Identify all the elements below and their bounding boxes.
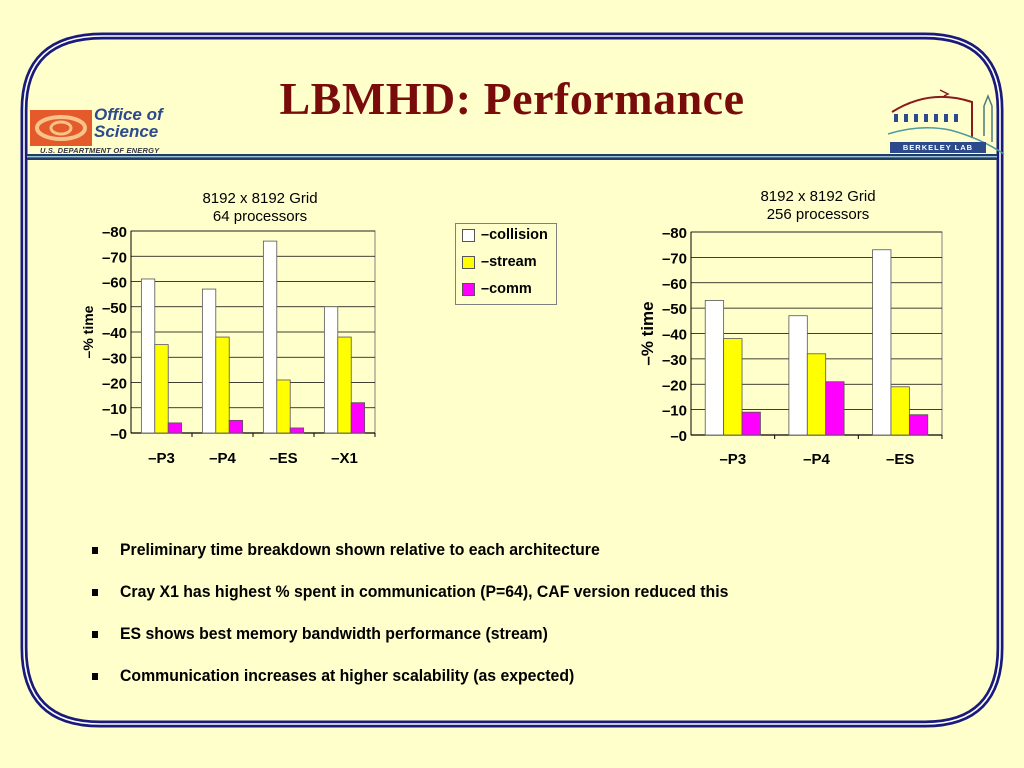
- berkeley-lab-logo: BERKELEY LAB: [880, 76, 1010, 160]
- bar-comm-ES: [289, 427, 305, 434]
- chart1-title: 8192 x 8192 Grid: [202, 190, 318, 207]
- bullet-text: Preliminary time breakdown shown relativ…: [120, 540, 600, 559]
- bullet-text: Communication increases at higher scalab…: [120, 666, 575, 685]
- y-tick-label: –80: [662, 225, 687, 242]
- y-axis-label: –% time: [638, 301, 657, 365]
- bar-stream-ES: [276, 379, 291, 434]
- bullet-square-icon: [92, 588, 98, 596]
- y-tick-label: –30: [662, 352, 687, 369]
- bar-comm-P3: [741, 411, 761, 436]
- logo-line2: Science: [94, 122, 159, 141]
- chart2-title: 8192 x 8192 Grid: [760, 188, 876, 205]
- y-tick-label: –0: [670, 428, 687, 445]
- x-category-label: –P4: [209, 450, 236, 467]
- y-tick-label: –0: [110, 426, 127, 443]
- legend-item-comm: –comm: [462, 279, 532, 299]
- bar-stream-P4: [806, 353, 827, 436]
- bar-comm-ES: [908, 414, 929, 436]
- logo-doe-subtitle: U.S. DEPARTMENT OF ENERGY: [40, 146, 160, 155]
- bar-comm-P4: [228, 419, 244, 434]
- bullet-item: Cray X1 has highest % spent in communica…: [92, 582, 774, 602]
- x-category-label: –P3: [148, 450, 175, 467]
- bar-collision-P4: [788, 315, 808, 436]
- chart-legend: –collision –stream –comm: [455, 223, 557, 305]
- bar-collision-ES: [872, 249, 892, 436]
- bullet-text: ES shows best memory bandwidth performan…: [120, 624, 548, 643]
- x-category-label: –P3: [719, 451, 746, 468]
- y-axis-label: –% time: [80, 305, 96, 358]
- doe-swirl-icon: [30, 110, 92, 146]
- y-tick-label: –10: [662, 403, 687, 420]
- chart1-subtitle: 64 processors: [212, 208, 308, 225]
- bar-comm-X1: [350, 402, 366, 434]
- legend-swatch-collision: [462, 228, 475, 242]
- bar-stream-P4: [215, 336, 230, 434]
- frame-border: [20, 32, 1004, 728]
- y-tick-label: –10: [102, 401, 127, 418]
- legend-label: –comm: [481, 281, 532, 297]
- bar-comm-P3: [167, 422, 183, 434]
- bullet-item: Preliminary time breakdown shown relativ…: [92, 540, 636, 560]
- y-tick-label: –20: [662, 377, 687, 394]
- y-tick-label: –50: [102, 300, 127, 317]
- bullet-item: Communication increases at higher scalab…: [92, 666, 608, 686]
- legend-item-stream: –stream: [462, 252, 537, 272]
- x-category-label: –ES: [886, 451, 914, 468]
- bullet-text: Cray X1 has highest % spent in communica…: [120, 582, 729, 601]
- legend-item-collision: –collision: [462, 225, 548, 245]
- logo-line1: Office of: [94, 105, 163, 124]
- berkeley-lab-label: BERKELEY LAB: [890, 142, 986, 153]
- bar-stream-P3: [154, 344, 169, 434]
- legend-label: –collision: [481, 227, 548, 243]
- y-tick-label: –70: [102, 249, 127, 266]
- legend-swatch-stream: [462, 255, 475, 269]
- bullet-square-icon: [92, 672, 98, 680]
- bar-collision-P3: [704, 300, 725, 436]
- slide-title: LBMHD: Performance: [279, 73, 745, 124]
- y-tick-label: –80: [102, 224, 127, 241]
- x-category-label: –ES: [269, 450, 297, 467]
- bullet-square-icon: [92, 630, 98, 638]
- bar-stream-X1: [337, 336, 352, 434]
- y-tick-label: –50: [662, 301, 687, 318]
- x-category-label: –X1: [331, 450, 358, 467]
- bullet-item: ES shows best memory bandwidth performan…: [92, 624, 580, 644]
- chart2-title-block: 8192 x 8192 Grid 256 processors: [718, 188, 918, 224]
- bar-collision-ES: [262, 240, 278, 434]
- office-of-science-logo: Office of Science U.S. DEPARTMENT OF ENE…: [28, 106, 188, 160]
- y-tick-label: –30: [102, 350, 127, 367]
- y-tick-label: –60: [102, 275, 127, 292]
- bar-comm-P4: [825, 381, 845, 436]
- bar-stream-P3: [723, 338, 743, 436]
- y-tick-label: –40: [662, 327, 687, 344]
- y-tick-label: –60: [662, 276, 687, 293]
- logo-office-text: Office of Science: [94, 106, 163, 140]
- bullet-square-icon: [92, 546, 98, 554]
- legend-swatch-comm: [462, 282, 475, 296]
- chart1-title-block: 8192 x 8192 Grid 64 processors: [160, 190, 360, 226]
- berkeley-lab-skyline-icon: [887, 89, 1005, 155]
- bar-stream-ES: [890, 386, 910, 436]
- legend-label: –stream: [481, 254, 537, 270]
- chart2-subtitle: 256 processors: [766, 206, 870, 223]
- header-divider: [27, 154, 997, 160]
- y-tick-label: –40: [102, 325, 127, 342]
- y-tick-label: –70: [662, 250, 687, 267]
- y-tick-label: –20: [102, 376, 127, 393]
- x-category-label: –P4: [803, 451, 830, 468]
